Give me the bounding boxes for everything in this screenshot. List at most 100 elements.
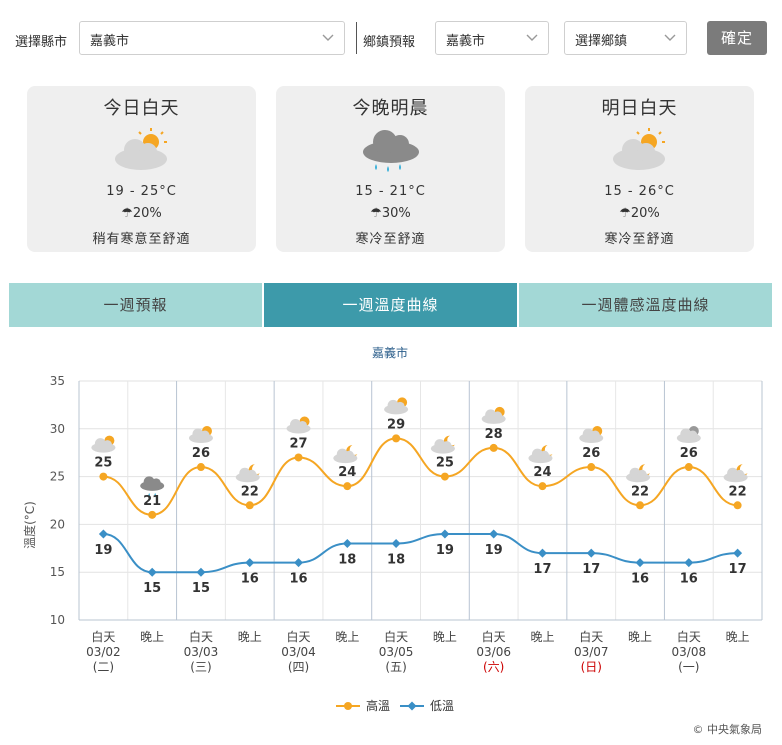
township-select[interactable]: 選擇鄉鎮 <box>564 21 687 55</box>
rain-probability: ☂20% <box>619 206 660 221</box>
x-tick-period: 晚上 <box>140 630 164 644</box>
data-label-low: 19 <box>436 543 454 558</box>
x-tick-weekday: (四) <box>288 660 309 674</box>
data-point-high <box>440 472 449 481</box>
temperature-range: 15 - 21°C <box>355 184 426 199</box>
data-point-high <box>196 463 205 472</box>
chart-legend: 高溫 低溫 <box>336 698 454 713</box>
chart-title: 嘉義市 <box>372 345 408 360</box>
x-tick-period: 白天 <box>579 629 603 644</box>
data-label-low: 16 <box>289 572 307 587</box>
partly-cloudy-icon <box>384 397 409 415</box>
tab-weekly-forecast[interactable]: 一週預報 <box>9 283 262 327</box>
partly-cloudy-icon <box>115 128 167 170</box>
data-point-low <box>586 548 596 558</box>
tab-weekly-temperature[interactable]: 一週溫度曲線 <box>264 283 517 327</box>
data-label-low: 16 <box>680 572 698 587</box>
data-label-low: 16 <box>241 572 259 587</box>
data-point-low <box>147 567 157 577</box>
y-tick-label: 10 <box>50 613 65 627</box>
partly-cloudy-icon <box>188 426 213 444</box>
legend-label: 高溫 <box>366 698 390 713</box>
y-tick-label: 25 <box>50 470 65 484</box>
county-select[interactable]: 嘉義市 <box>79 21 345 55</box>
y-tick-label: 35 <box>50 374 65 388</box>
chevron-down-icon <box>526 34 538 41</box>
data-label-low: 19 <box>94 543 112 558</box>
data-label-low: 17 <box>729 562 747 577</box>
data-point-low <box>635 558 645 568</box>
data-label-low: 17 <box>533 562 551 577</box>
x-tick-date: 03/08 <box>672 645 707 659</box>
data-point-high <box>245 501 254 510</box>
umbrella-icon: ☂ <box>121 206 133 221</box>
data-point-high <box>294 453 303 462</box>
x-tick-period: 晚上 <box>335 630 359 644</box>
x-tick-date: 03/03 <box>184 645 219 659</box>
township-select-value: 選擇鄉鎮 <box>575 34 628 49</box>
data-point-low <box>391 539 401 549</box>
legend-label: 低溫 <box>430 699 454 713</box>
cloudy-night-icon <box>333 445 358 464</box>
cloudy-night-icon <box>528 445 553 464</box>
data-point-low <box>196 567 206 577</box>
data-point-low <box>98 529 108 539</box>
y-tick-label: 30 <box>50 422 65 436</box>
partly-cloudy-icon <box>286 416 311 434</box>
x-tick-period: 白天 <box>384 629 408 644</box>
data-point-low <box>489 529 499 539</box>
temperature-range: 19 - 25°C <box>106 184 177 199</box>
legend-marker <box>344 702 352 710</box>
chart-series: 25 21 26 22 27 24 29 25 28 24 26 22 26 22 19 15 15 16 16 18… <box>94 417 746 596</box>
data-label-low: 18 <box>338 553 356 568</box>
partly-cloudy-icon <box>91 435 116 453</box>
x-tick-weekday: (日) <box>581 660 602 674</box>
x-tick-weekday: (六) <box>483 660 504 674</box>
township-county-select[interactable]: 嘉義市 <box>435 21 549 55</box>
confirm-button[interactable]: 確定 <box>707 21 767 55</box>
x-tick-weekday: (三) <box>190 660 211 674</box>
x-tick-period: 晚上 <box>238 630 262 644</box>
location-selector-bar: 選擇縣市 嘉義市 鄉鎮預報 嘉義市 選擇鄉鎮 確定 <box>0 0 782 70</box>
tab-weekly-apparent-temperature[interactable]: 一週體感溫度曲線 <box>519 283 772 327</box>
data-point-high <box>489 443 498 452</box>
x-tick-period: 白天 <box>287 629 311 644</box>
data-label-low: 16 <box>631 572 649 587</box>
cloudy-night-icon <box>626 464 651 483</box>
data-label-high: 24 <box>533 465 551 480</box>
data-label-high: 24 <box>338 465 356 480</box>
data-point-high <box>587 463 596 472</box>
x-tick-date: 03/05 <box>379 645 414 659</box>
data-point-low <box>342 539 352 549</box>
county-label: 選擇縣市 <box>15 35 68 50</box>
data-point-high <box>392 434 401 443</box>
rain-cloud-icon <box>363 130 419 172</box>
data-point-low <box>245 558 255 568</box>
data-label-high: 26 <box>680 446 698 461</box>
data-label-high: 22 <box>241 484 259 499</box>
x-tick-date: 03/07 <box>574 645 609 659</box>
data-label-high: 25 <box>436 456 454 471</box>
data-label-low: 15 <box>143 581 161 596</box>
weather-icons <box>91 397 748 498</box>
data-label-high: 27 <box>289 436 307 451</box>
forecast-card-tomorrow: 明日白天 15 - 26°C ☂20% 寒冷至舒適 <box>525 86 754 252</box>
umbrella-icon: ☂ <box>370 206 382 221</box>
data-point-high <box>538 482 547 491</box>
data-point-low <box>684 558 694 568</box>
data-label-high: 29 <box>387 417 405 432</box>
data-point-low <box>294 558 304 568</box>
cloudy-night-icon <box>723 464 748 483</box>
data-label-high: 26 <box>582 446 600 461</box>
umbrella-icon: ☂ <box>619 206 631 221</box>
rain-probability: ☂20% <box>121 206 162 221</box>
data-label-high: 25 <box>94 456 112 471</box>
data-label-high: 21 <box>143 494 161 509</box>
card-title: 今日白天 <box>103 98 180 119</box>
data-point-high <box>343 482 352 491</box>
x-tick-period: 晚上 <box>530 630 554 644</box>
x-tick-date: 03/02 <box>86 645 121 659</box>
comfort-text: 寒冷至舒適 <box>355 232 426 247</box>
